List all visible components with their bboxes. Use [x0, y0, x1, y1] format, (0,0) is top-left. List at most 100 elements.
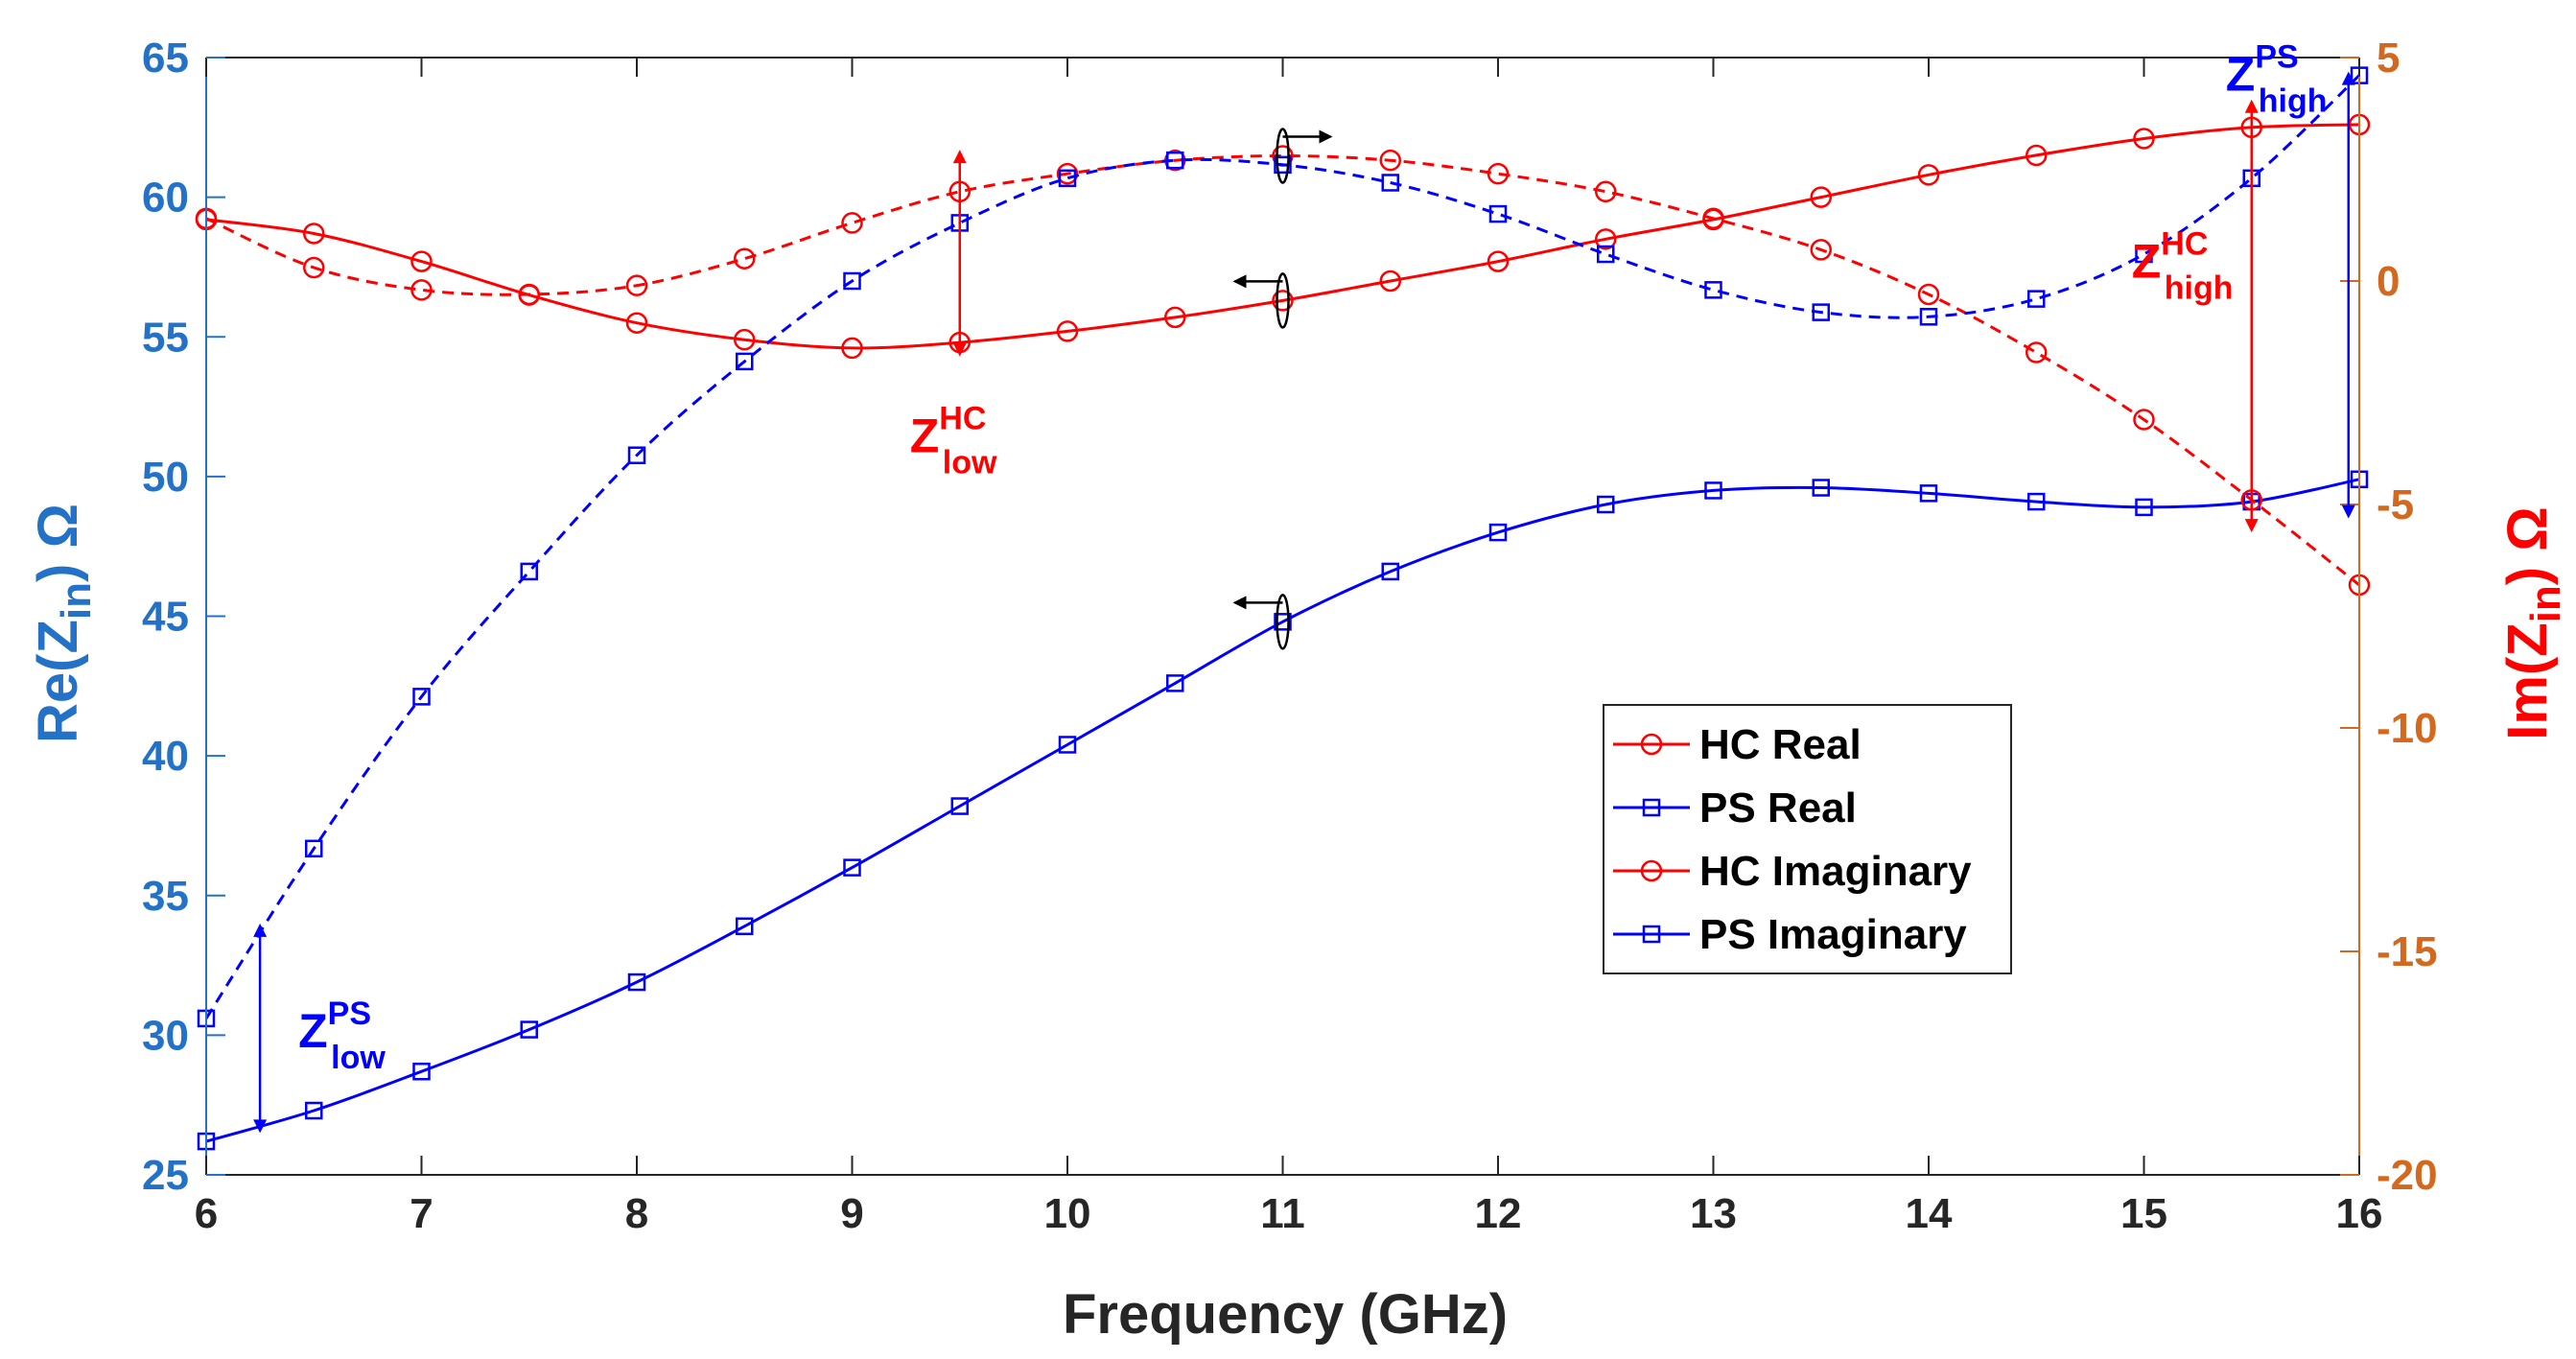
x-tick-label: 10 — [1044, 1190, 1091, 1237]
data-point — [1704, 481, 1722, 500]
data-point — [1704, 281, 1722, 299]
data-point — [1919, 308, 1938, 326]
annotation-z-low-hc: ZHC low — [910, 150, 997, 481]
x-tick-label: 12 — [1475, 1190, 1522, 1237]
data-point — [1917, 164, 1940, 186]
data-point — [1810, 186, 1832, 208]
data-point — [1272, 290, 1294, 312]
legend-swatch-marker — [1640, 733, 1663, 756]
data-point — [410, 250, 433, 272]
legend-entry: HC Real — [1613, 721, 1862, 768]
x-tick-label: 11 — [1260, 1190, 1305, 1237]
data-point — [1702, 207, 1724, 230]
annotation-label: ZHC high — [2132, 225, 2234, 306]
legend-label: PS Imaginary — [1699, 911, 1967, 958]
y-right-tick-label: -10 — [2377, 705, 2438, 752]
data-point — [2133, 409, 2155, 431]
data-point — [950, 797, 969, 815]
data-point — [843, 858, 861, 877]
annotation-z-high-ps: ZPS high — [2226, 39, 2355, 519]
data-point — [520, 562, 538, 581]
data-point — [1379, 269, 1401, 293]
y-left-tick-label: 45 — [142, 594, 189, 641]
axis-indicator-icon — [1232, 594, 1290, 650]
data-point — [1597, 495, 1615, 514]
data-point — [1597, 245, 1615, 264]
arrow-head — [952, 342, 967, 357]
annotation-label: ZPS high — [2226, 39, 2328, 120]
data-point — [1488, 204, 1508, 223]
data-point — [2133, 128, 2155, 150]
data-point — [627, 972, 646, 992]
series-ps-real — [197, 470, 2369, 1151]
axis-indicator-icon — [1232, 272, 1290, 329]
data-point — [305, 839, 323, 858]
indicator-ellipse — [1276, 594, 1290, 650]
annotation-label: ZPS low — [298, 996, 386, 1076]
series-ps-imaginary — [197, 66, 2369, 1028]
legend-entry: PS Real — [1613, 785, 1857, 832]
x-tick-label: 16 — [2336, 1190, 2383, 1237]
x-tick-label: 8 — [625, 1190, 648, 1237]
arrow-head — [952, 150, 967, 164]
series-line — [204, 74, 2361, 1019]
axis-indicator-icon — [1276, 128, 1333, 184]
data-point — [736, 352, 754, 371]
data-point — [1274, 155, 1292, 175]
indicator-ellipse — [1276, 272, 1290, 329]
data-point — [734, 328, 756, 351]
data-point — [412, 688, 431, 706]
y-axis-left-title: Re(Zin) Ω — [27, 504, 100, 743]
data-point — [1919, 484, 1938, 503]
arrow-head — [2341, 504, 2355, 519]
data-point — [841, 337, 863, 360]
data-point — [1056, 162, 1079, 185]
legend-box — [1603, 704, 2012, 974]
data-point — [1166, 674, 1184, 692]
data-point — [1166, 151, 1184, 170]
data-point — [1379, 149, 1401, 172]
annotation-z-low-ps: ZPS low — [253, 923, 386, 1134]
data-point — [1812, 303, 1830, 321]
y-axis-right-title: Im(Zin) Ω — [2496, 506, 2569, 739]
data-point — [2135, 498, 2153, 517]
y-left-tick-label: 30 — [142, 1012, 189, 1059]
data-point — [412, 1062, 431, 1081]
x-tick-label: 6 — [195, 1190, 218, 1237]
data-point — [1164, 306, 1186, 329]
data-point — [2026, 341, 2048, 363]
legend-label: HC Imaginary — [1699, 848, 1972, 895]
data-point — [1058, 169, 1077, 188]
annotation-z-high-hc: ZHC high — [2132, 99, 2259, 533]
data-point — [2027, 290, 2046, 308]
data-point — [1274, 613, 1292, 631]
arrow-head — [2244, 519, 2259, 533]
data-point — [1917, 283, 1940, 306]
data-point — [305, 1101, 323, 1120]
data-point — [1381, 174, 1399, 192]
annotation-layer: ZPS low ZHC low ZHC high ZPS high — [253, 39, 2355, 1134]
data-point — [1488, 523, 1508, 542]
arrow-head — [1319, 129, 1333, 144]
y-right-tick-label: -20 — [2377, 1152, 2438, 1199]
y-left-tick-label: 60 — [142, 175, 189, 222]
data-point — [2135, 245, 2153, 264]
data-point — [734, 247, 756, 269]
data-point — [1058, 736, 1077, 754]
arrow-head — [2244, 99, 2259, 113]
data-point — [2027, 492, 2046, 511]
series-line — [205, 478, 2360, 1143]
x-tick-label: 9 — [840, 1190, 863, 1237]
annotation-label: ZHC low — [910, 401, 997, 481]
y-left-tick-label: 65 — [142, 35, 189, 82]
arrow-head — [253, 1119, 268, 1134]
y-left-tick-label: 25 — [142, 1152, 189, 1199]
data-point — [841, 212, 863, 234]
y-right-tick-label: 0 — [2377, 258, 2400, 305]
series-line — [205, 123, 2360, 350]
data-point — [843, 271, 861, 291]
y-left-tick-label: 50 — [142, 454, 189, 501]
data-point — [410, 279, 433, 301]
axes-layer: 6 7 8 9 10 11 12 13 14 15 16253035404550556065-20-… — [142, 35, 2438, 1237]
